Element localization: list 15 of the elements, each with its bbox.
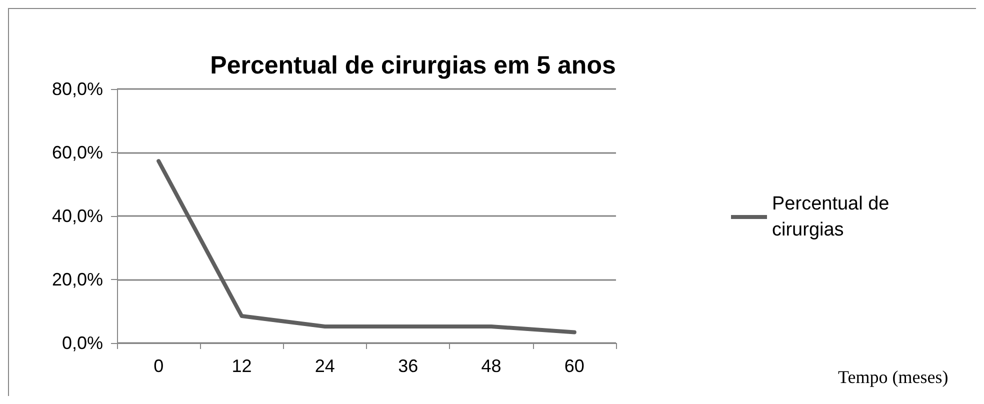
y-tick-label: 20,0% [52,270,103,290]
legend-label: Percentual de cirurgias [772,194,895,240]
text: Tempo (meses) [838,367,948,387]
chart-title: Percentual de cirurgias em 5 anos [210,52,616,80]
x-tick-label: 36 [398,356,418,376]
y-tick-label: 80,0% [52,79,103,99]
x-tick-label: 60 [564,356,584,376]
x-tick-label: 24 [314,356,335,376]
y-tick-label: 0,0% [62,333,103,353]
x-tick-label: 48 [481,356,502,376]
y-tick-label: 60,0% [52,142,103,162]
x-tick-label: 12 [232,356,252,376]
x-tick-label: 0 [154,356,164,376]
line-series [156,159,576,334]
y-tick-label: 40,0% [52,206,103,226]
